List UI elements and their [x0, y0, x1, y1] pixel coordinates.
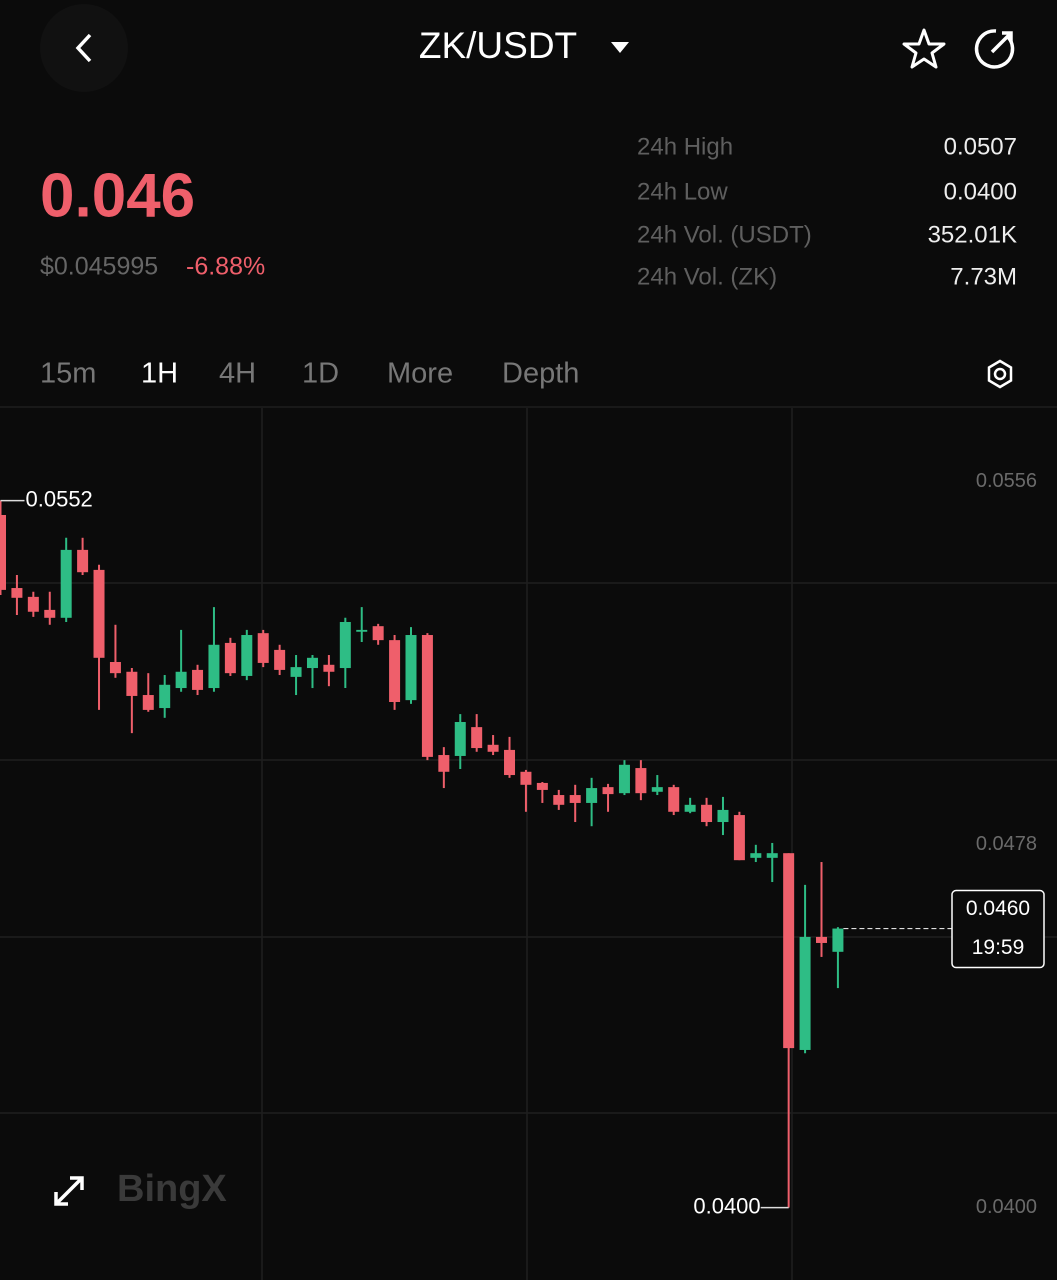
tab[interactable]: 15m	[40, 358, 96, 390]
y-tick-label: 0.0478	[976, 833, 1037, 855]
pair-dropdown[interactable]	[611, 42, 629, 53]
candle-body	[569, 795, 581, 803]
candle-body	[208, 644, 220, 689]
tab[interactable]: More	[387, 358, 453, 390]
candle-body	[290, 667, 302, 677]
tab[interactable]: 4H	[219, 358, 256, 390]
candle-body	[192, 669, 204, 690]
candle-body	[421, 635, 433, 757]
candle-body	[77, 549, 89, 573]
candle-body	[306, 657, 318, 669]
candle-body	[684, 804, 696, 812]
settings-hex	[987, 359, 1013, 389]
candle-body	[717, 809, 729, 823]
low-label: 0.0400	[693, 1193, 760, 1218]
candle-body	[733, 815, 745, 861]
stat-label: 24h Vol. (ZK)	[637, 263, 777, 290]
candle-body	[126, 671, 138, 696]
candle-body	[504, 749, 516, 776]
candle-body	[224, 642, 236, 674]
back-button[interactable]	[40, 4, 128, 92]
tab[interactable]: Depth	[502, 358, 579, 390]
candle-body	[832, 928, 844, 952]
candle-body	[766, 853, 778, 858]
candle-body	[750, 853, 762, 858]
last-price-label: 0.0460	[966, 897, 1030, 920]
candle-body	[93, 569, 105, 658]
candle-body	[323, 664, 335, 672]
back-icon	[75, 33, 92, 63]
candle-body	[799, 936, 811, 1050]
candle-body	[44, 609, 56, 618]
candle-body	[60, 549, 72, 618]
candle-body	[339, 621, 351, 669]
stat-value: 7.73M	[950, 263, 1017, 290]
stat-value: 0.0507	[944, 133, 1017, 160]
countdown: 19:59	[972, 936, 1025, 959]
candle-body	[142, 695, 154, 710]
logo: BingX	[117, 1168, 227, 1210]
candle-body	[520, 771, 532, 785]
share-icon[interactable]	[974, 29, 1015, 69]
high-label: 0.0552	[26, 486, 93, 511]
candle-body	[159, 684, 171, 709]
candle-body	[27, 596, 39, 612]
share-arrow	[990, 31, 1013, 54]
candle-body	[241, 635, 253, 676]
candle-body	[11, 588, 23, 598]
candle-body	[175, 671, 187, 689]
candle-body	[438, 755, 450, 772]
candle-body	[668, 787, 680, 812]
candle-body	[454, 722, 466, 756]
candle-body	[635, 768, 647, 794]
candle-body	[372, 626, 384, 641]
y-tick-label: 0.0556	[976, 470, 1037, 492]
candle-body	[274, 649, 286, 670]
y-tick-label: 0.0400	[976, 1196, 1037, 1218]
candle-body	[389, 640, 401, 703]
candle-body	[536, 782, 548, 790]
last-price: 0.046	[40, 161, 195, 230]
candle-body	[618, 764, 630, 794]
candle-body	[356, 629, 368, 632]
candle-body	[405, 635, 417, 701]
plot: 0.0556 0.0478 0.0400 0.0552 0.0400 0.0460 19:5…	[0, 470, 1045, 1218]
candle-body	[816, 936, 827, 943]
favorite-icon[interactable]	[902, 28, 946, 69]
stat-value: 0.0400	[944, 178, 1017, 205]
tab[interactable]: 1D	[302, 358, 339, 390]
candle-body	[553, 795, 565, 805]
expand-icon[interactable]	[54, 1176, 84, 1206]
stat-label: 24h Vol. (USDT)	[637, 221, 812, 248]
pair-title[interactable]: ZK/USDT	[419, 25, 577, 66]
stats: 24h High 0.0507 24h Low 0.0400 24h Vol. (USD…	[637, 133, 1017, 290]
stat-label: 24h Low	[637, 178, 728, 205]
candle-body	[701, 804, 713, 823]
stat-value: 352.01K	[928, 221, 1017, 248]
candle-body	[471, 727, 483, 749]
candle-body	[651, 787, 663, 792]
grid	[0, 408, 1057, 1280]
candle-body	[783, 853, 795, 1049]
price-change: -6.88%	[186, 253, 265, 281]
candle-body	[109, 661, 121, 674]
tab[interactable]: 1H	[141, 358, 178, 390]
last-price-box	[951, 889, 1045, 969]
candle-body	[586, 788, 598, 803]
tabs: 15m 1H 4H 1D More Depth	[40, 358, 579, 390]
candle-body	[602, 787, 614, 795]
settings-icon[interactable]	[993, 367, 1007, 381]
usd-price: $0.045995	[40, 253, 158, 281]
candle-body	[257, 633, 269, 663]
stat-label: 24h High	[637, 133, 733, 160]
candle-body	[0, 514, 6, 590]
candle-body	[487, 744, 499, 752]
